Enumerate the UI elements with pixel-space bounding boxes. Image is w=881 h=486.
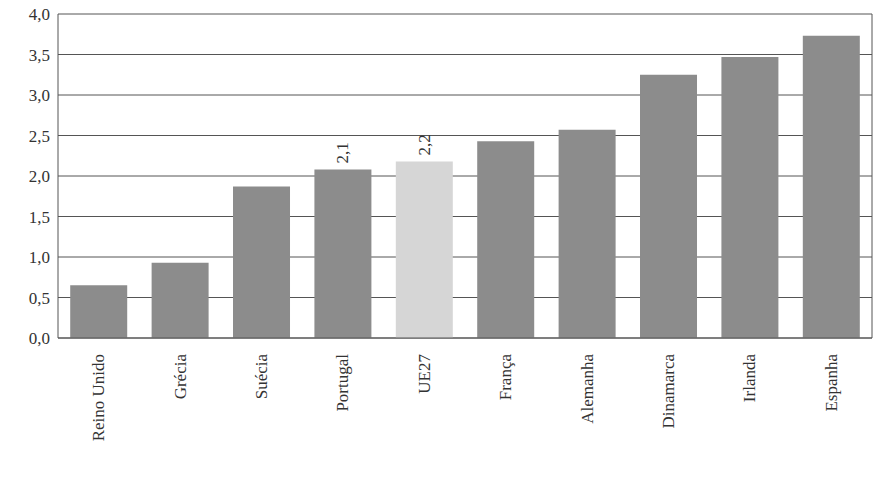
- svg-text:UE27: UE27: [415, 354, 434, 394]
- svg-text:2,5: 2,5: [29, 127, 50, 146]
- svg-text:Suécia: Suécia: [252, 354, 271, 400]
- svg-text:3,0: 3,0: [29, 86, 50, 105]
- svg-text:4,0: 4,0: [29, 8, 50, 24]
- svg-text:Alemanha: Alemanha: [578, 354, 597, 424]
- svg-text:2,0: 2,0: [29, 167, 50, 186]
- svg-text:França: França: [496, 354, 515, 401]
- svg-text:Dinamarca: Dinamarca: [659, 354, 678, 429]
- svg-text:Irlanda: Irlanda: [740, 354, 759, 403]
- svg-text:3,5: 3,5: [29, 46, 50, 65]
- svg-text:Reino Unido: Reino Unido: [89, 354, 108, 441]
- svg-text:1,5: 1,5: [29, 208, 50, 227]
- svg-text:2,2: 2,2: [415, 134, 434, 155]
- svg-text:0,0: 0,0: [29, 329, 50, 348]
- svg-text:0,5: 0,5: [29, 289, 50, 308]
- svg-text:Grécia: Grécia: [171, 354, 190, 400]
- svg-text:1,0: 1,0: [29, 248, 50, 267]
- svg-text:Portugal: Portugal: [333, 354, 352, 412]
- svg-text:Espanha: Espanha: [822, 354, 841, 412]
- svg-text:2,1: 2,1: [333, 142, 352, 163]
